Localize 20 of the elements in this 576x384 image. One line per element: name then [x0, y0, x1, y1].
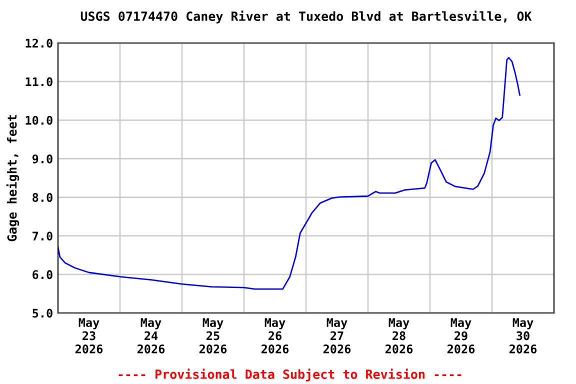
y-tick-label: 12.0 — [26, 38, 52, 48]
chart-title: USGS 07174470 Caney River at Tuxedo Blvd at Bartlesville, OK — [80, 10, 532, 24]
y-tick-label: 9.0 — [32, 154, 52, 164]
x-tick-label: May 30 2026 — [509, 318, 537, 354]
x-tick-label: May 23 2026 — [75, 318, 103, 354]
y-tick-label: 7.0 — [32, 232, 52, 241]
y-tick-label: 8.0 — [32, 193, 52, 202]
x-tick-label: May 25 2026 — [199, 318, 227, 354]
y-axis-title: Gage height, feet — [6, 115, 20, 242]
x-tick-label: May 27 2026 — [323, 318, 351, 354]
x-tick-label: May 26 2026 — [261, 318, 289, 354]
text: ---- Provisional Data Subject to Revision ---- — [118, 368, 462, 382]
line-series — [58, 56, 520, 290]
y-tick-label: 11.0 — [26, 77, 52, 86]
x-tick-label: May 24 2026 — [137, 318, 165, 354]
x-tick-label: May 29 2026 — [447, 318, 475, 354]
y-tick-label: 10.0 — [26, 116, 52, 125]
x-tick-label: May 28 2026 — [385, 318, 413, 354]
y-tick-label: 6.0 — [32, 270, 52, 280]
y-tick-label: 5.0 — [32, 308, 52, 318]
